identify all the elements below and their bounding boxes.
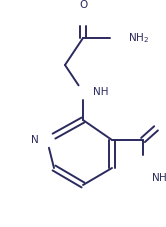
Text: NH: NH — [93, 87, 109, 97]
Text: O: O — [79, 0, 87, 10]
Text: N: N — [31, 135, 39, 145]
Text: NH$_2$: NH$_2$ — [128, 31, 149, 45]
Text: NH$_2$: NH$_2$ — [151, 171, 166, 185]
